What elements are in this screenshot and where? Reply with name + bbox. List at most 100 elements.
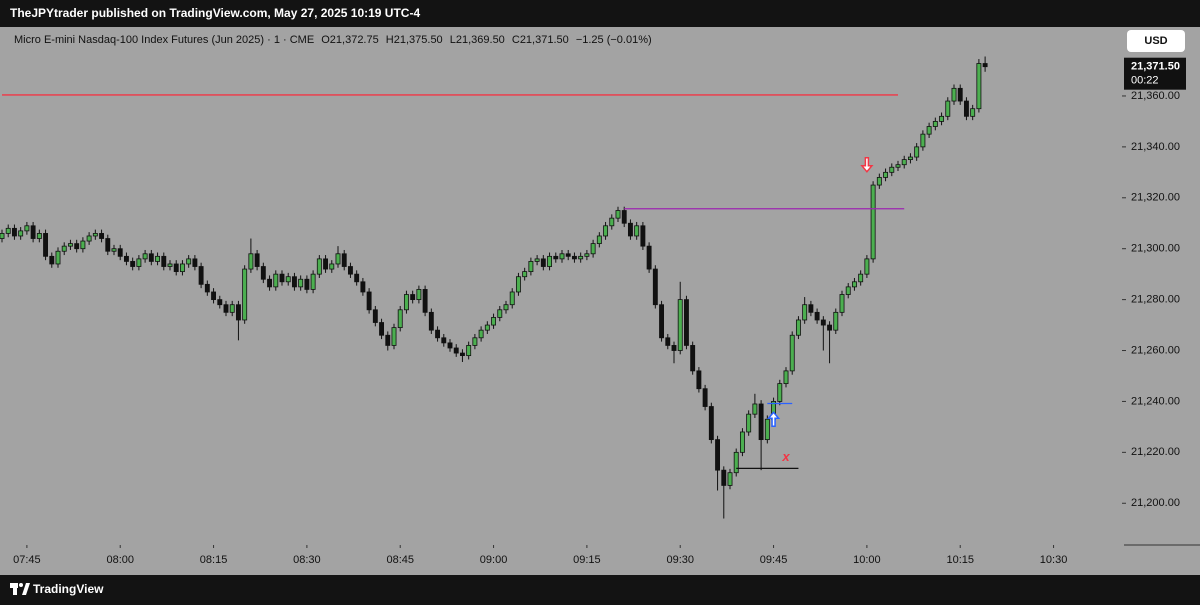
candle-body: [416, 289, 422, 301]
candle-body: [204, 283, 210, 293]
candle-body: [142, 253, 148, 260]
annotation-arrow: [860, 156, 874, 173]
candle-body: [621, 210, 627, 224]
candle-body: [223, 304, 229, 313]
candle-body: [49, 255, 55, 265]
candle-body: [746, 413, 752, 433]
candle-body: [590, 243, 596, 255]
candle-body: [895, 164, 901, 168]
candle-body: [845, 286, 851, 295]
candle-body: [55, 250, 61, 265]
candle-body: [522, 271, 528, 278]
x-tick-label: 08:30: [293, 554, 321, 566]
candle-body: [926, 126, 932, 135]
symbol: Micro E-mini Nasdaq-100 Index Futures (J…: [14, 34, 314, 46]
candle-body: [864, 258, 870, 275]
candle-body: [858, 273, 864, 283]
candle-body: [61, 245, 67, 252]
candle-body: [273, 273, 279, 288]
x-tick-label: 09:00: [480, 554, 508, 566]
candle-body: [372, 309, 378, 323]
candle-body: [652, 268, 658, 306]
x-tick-label: 10:30: [1040, 554, 1068, 566]
candle-body: [459, 352, 465, 357]
candle-body: [876, 177, 882, 186]
candle-body: [391, 327, 397, 346]
candle-body: [970, 108, 976, 117]
y-tick-label: 21,300.00: [1131, 243, 1180, 255]
candle-body: [472, 337, 478, 346]
candle-body: [534, 258, 540, 262]
candle-body: [540, 258, 546, 267]
candle-body: [80, 240, 86, 250]
header-bar: [0, 0, 1200, 27]
candle-body: [659, 304, 665, 339]
footer-bar: [0, 575, 1200, 605]
candle-body: [117, 248, 123, 257]
candle-body: [36, 233, 42, 239]
candle-body: [634, 225, 640, 237]
candle-body: [783, 370, 789, 385]
candle-body: [229, 304, 235, 313]
candle-body: [553, 255, 559, 260]
candle-body: [167, 263, 173, 267]
candle-body: [310, 273, 316, 290]
candle-body: [764, 418, 770, 441]
currency[interactable]: USD: [1144, 35, 1167, 47]
candle-body: [360, 281, 366, 293]
candle-body: [646, 245, 652, 270]
candle-body: [640, 225, 646, 247]
candle-body: [665, 337, 671, 346]
currency-button[interactable]: [1127, 30, 1185, 52]
candle-body: [335, 253, 341, 265]
candle-body: [242, 268, 248, 321]
candle-body: [609, 217, 615, 227]
candle-body: [671, 345, 677, 351]
candle-body: [173, 263, 179, 273]
candle-body: [478, 329, 484, 339]
candle-body: [982, 63, 988, 68]
candle-body: [86, 235, 92, 242]
candle-body: [702, 388, 708, 407]
candle-body: [528, 261, 534, 273]
y-tick-label: 21,200.00: [1131, 497, 1180, 509]
candle-body: [976, 63, 982, 110]
candle-body: [802, 304, 808, 321]
candle-body: [758, 403, 764, 441]
candle-body: [298, 278, 304, 288]
candle-body: [870, 184, 876, 260]
candle-body: [254, 253, 260, 267]
candle-body: [808, 304, 814, 313]
candle-body: [148, 253, 154, 262]
last-price-box: [1124, 57, 1186, 90]
candle-body: [285, 276, 291, 283]
candle-body: [814, 311, 820, 321]
candle-body: [161, 255, 167, 267]
candle-body: [957, 87, 963, 102]
candle-body: [155, 255, 161, 262]
candle-body: [179, 263, 185, 273]
candle-body: [795, 319, 801, 336]
candle-body: [727, 472, 733, 486]
x-tick-label: 08:15: [200, 554, 228, 566]
candle-body: [851, 281, 857, 288]
annotation-arrow: [766, 411, 781, 427]
x-tick-label: 07:45: [13, 554, 41, 566]
candle-body: [354, 273, 360, 283]
candle-body: [571, 255, 577, 260]
candle-body: [99, 233, 105, 239]
candle-body: [123, 255, 129, 262]
candle-body: [696, 370, 702, 390]
candle-body: [484, 324, 490, 331]
candle-body: [547, 255, 553, 267]
candle-body: [403, 294, 409, 311]
candle-body: [453, 347, 459, 354]
candle-body: [111, 248, 117, 252]
candle-body: [217, 299, 223, 306]
x-tick-label: 08:00: [106, 554, 134, 566]
publisher: TheJPYtrader published on TradingView.co…: [10, 6, 420, 20]
candle-body: [130, 261, 136, 267]
candle-body: [945, 100, 951, 117]
candle-body: [18, 230, 24, 237]
